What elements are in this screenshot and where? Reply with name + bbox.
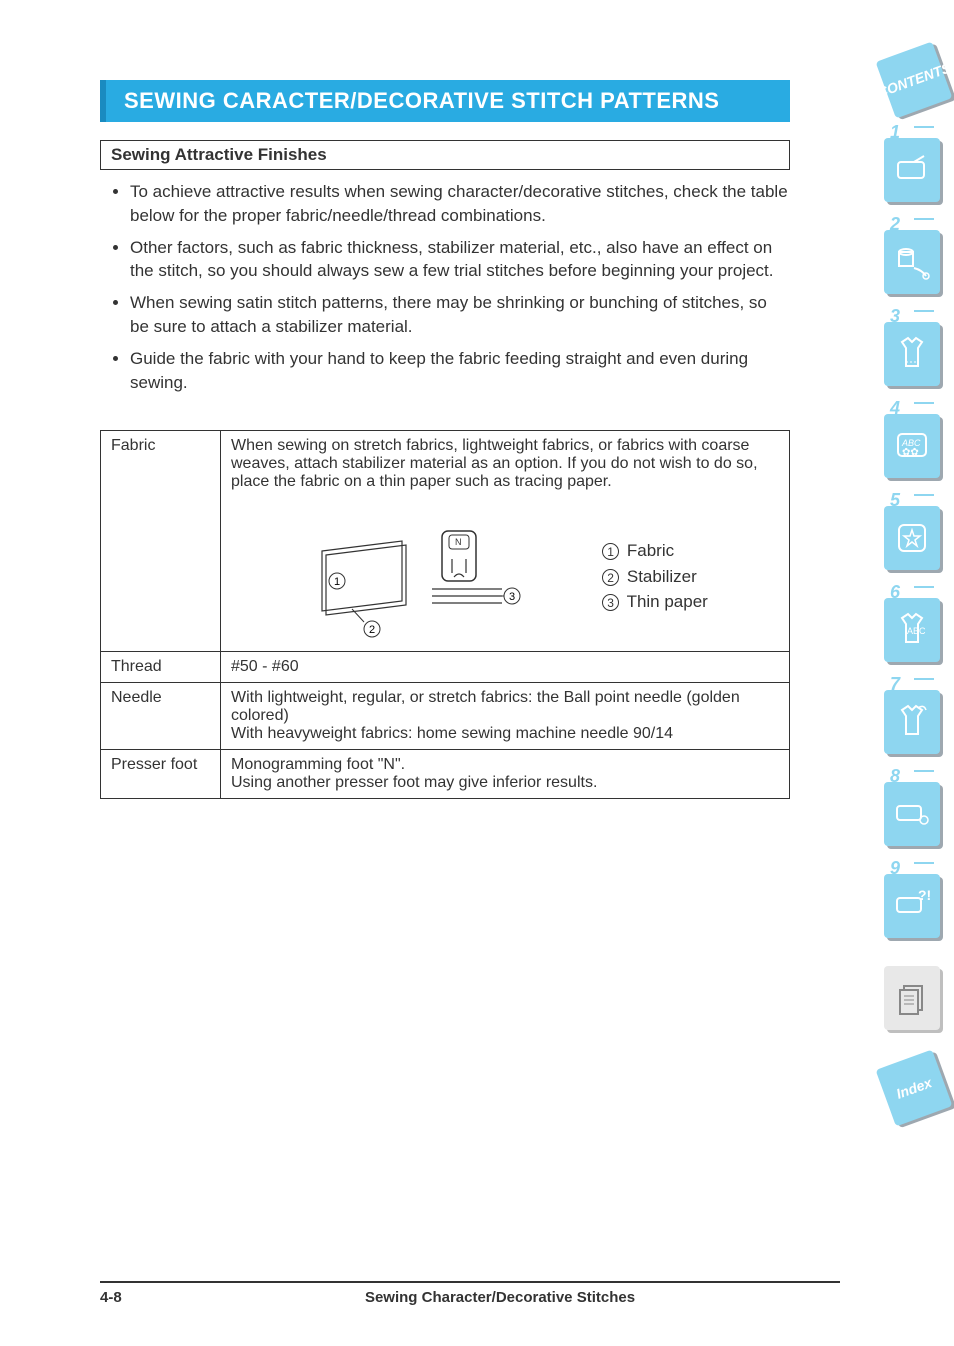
presser-line2: Using another presser foot may give infe… [231, 774, 779, 792]
tab-number: 9 [890, 858, 900, 879]
presser-line1: Monogramming foot "N". [231, 756, 779, 774]
legend-item: 3 Thin paper [602, 589, 708, 615]
fabric-label: Fabric [101, 431, 221, 652]
needle-label: Needle [101, 683, 221, 750]
info-table: Fabric When sewing on stretch fabrics, l… [100, 430, 790, 799]
tab-number: 3 [890, 306, 900, 327]
tab-number: 2 [890, 214, 900, 235]
svg-text:3: 3 [509, 591, 515, 603]
presser-value: Monogramming foot "N". Using another pre… [221, 750, 790, 799]
chapter-tab-4[interactable]: 4 ABC✿✿ [884, 414, 940, 478]
diagram-legend: 1 Fabric 2 Stabilizer 3 Thin paper [602, 538, 708, 615]
tab-number: 6 [890, 582, 900, 603]
machine-flower-icon [892, 794, 932, 834]
fabric-diagram-svg: N 1 2 3 [302, 511, 542, 641]
bullet-item: To achieve attractive results when sewin… [130, 180, 790, 228]
legend-item: 2 Stabilizer [602, 564, 708, 590]
fabric-diagram: N 1 2 3 [231, 511, 779, 641]
index-tab[interactable]: Index [876, 1050, 953, 1127]
legend-item: 1 Fabric [602, 538, 708, 564]
blank-tab[interactable] [884, 966, 940, 1030]
chapter-tab-5[interactable]: 5 [884, 506, 940, 570]
bullet-item: Other factors, such as fabric thickness,… [130, 236, 790, 284]
page-content: SEWING CARACTER/DECORATIVE STITCH PATTER… [0, 0, 850, 839]
presser-label: Presser foot [101, 750, 221, 799]
contents-tab[interactable]: CONTENTS [876, 42, 953, 119]
shirt-letter-icon: ABC [892, 610, 932, 650]
tab-number: 7 [890, 674, 900, 695]
svg-text:N: N [455, 537, 462, 547]
bullet-item: When sewing satin stitch patterns, there… [130, 291, 790, 339]
star-frame-icon [892, 518, 932, 558]
tab-number: 1 [890, 122, 900, 143]
bullet-item: Guide the fabric with your hand to keep … [130, 347, 790, 395]
table-row: Presser foot Monogramming foot "N". Usin… [101, 750, 790, 799]
machine-question-icon: ?! [892, 886, 932, 926]
svg-text:✿✿: ✿✿ [902, 447, 919, 458]
section-title: SEWING CARACTER/DECORATIVE STITCH PATTER… [100, 80, 790, 122]
chapter-tab-2[interactable]: 2 [884, 230, 940, 294]
table-row: Thread #50 - #60 [101, 652, 790, 683]
shirt-flower-icon [892, 702, 932, 742]
thread-value: #50 - #60 [221, 652, 790, 683]
chapter-tab-6[interactable]: 6 ABC [884, 598, 940, 662]
page-footer: 4-8 Sewing Character/Decorative Stitches [100, 1281, 840, 1306]
chapter-tab-3[interactable]: 3 [884, 322, 940, 386]
subsection-heading: Sewing Attractive Finishes [100, 140, 790, 170]
document-icon [892, 978, 932, 1018]
fabric-cell: When sewing on stretch fabrics, lightwei… [221, 431, 790, 652]
table-row: Fabric When sewing on stretch fabrics, l… [101, 431, 790, 652]
shirt-icon [892, 334, 932, 374]
chapter-tab-1[interactable]: 1 [884, 138, 940, 202]
tab-number: 4 [890, 398, 900, 419]
chapter-tab-8[interactable]: 8 [884, 782, 940, 846]
needle-line1: With lightweight, regular, or stretch fa… [231, 689, 779, 725]
side-tabs: CONTENTS 1 2 3 4 ABC✿✿ 5 6 ABC 7 8 9 ?! … [884, 50, 954, 1118]
fabric-text: When sewing on stretch fabrics, lightwei… [231, 437, 779, 491]
bullet-list: To achieve attractive results when sewin… [100, 180, 790, 394]
svg-text:2: 2 [369, 624, 375, 636]
footer-title: Sewing Character/Decorative Stitches [160, 1289, 840, 1306]
table-row: Needle With lightweight, regular, or str… [101, 683, 790, 750]
tab-number: 5 [890, 490, 900, 511]
svg-text:?!: ?! [918, 887, 931, 903]
chapter-tab-9[interactable]: 9 ?! [884, 874, 940, 938]
tab-number: 8 [890, 766, 900, 787]
svg-text:1: 1 [334, 576, 340, 588]
abc-icon: ABC✿✿ [892, 426, 932, 466]
svg-text:ABC: ABC [907, 626, 926, 636]
page-number: 4-8 [100, 1289, 160, 1306]
chapter-tab-7[interactable]: 7 [884, 690, 940, 754]
machine-icon [894, 152, 930, 188]
thread-label: Thread [101, 652, 221, 683]
needle-line2: With heavyweight fabrics: home sewing ma… [231, 725, 779, 743]
thread-icon [892, 242, 932, 282]
needle-value: With lightweight, regular, or stretch fa… [221, 683, 790, 750]
